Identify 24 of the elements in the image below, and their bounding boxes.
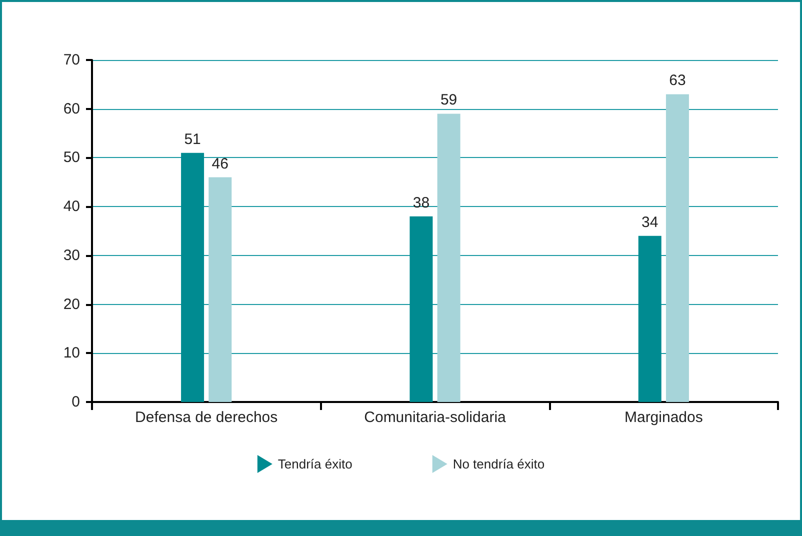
y-tick-label: 70 (63, 52, 80, 68)
legend-label: No tendría éxito (452, 456, 545, 472)
legend-label: Tendría éxito (278, 456, 352, 472)
y-tick-label: 30 (63, 246, 80, 264)
x-tick-label: Defensa de derechos (135, 409, 278, 426)
data-label: 63 (669, 72, 686, 90)
bar (181, 152, 204, 402)
y-tick-label: 20 (63, 296, 80, 313)
bar (638, 236, 662, 402)
x-tick-label: Marginados (624, 409, 703, 426)
data-label: 34 (642, 214, 658, 231)
bar (437, 114, 460, 402)
data-label: 46 (212, 155, 228, 172)
x-tick-label: Comunitaria-solidaria (364, 409, 507, 426)
bar (410, 216, 433, 402)
y-tick-label: 10 (63, 344, 80, 362)
bar (666, 94, 689, 402)
data-label: 59 (440, 92, 458, 109)
y-tick-label: 50 (63, 149, 80, 166)
data-label: 51 (184, 130, 201, 148)
y-tick-label: 60 (63, 100, 80, 118)
bar (208, 177, 232, 402)
y-tick-label: 0 (72, 394, 80, 410)
y-tick-label: 40 (63, 198, 80, 216)
